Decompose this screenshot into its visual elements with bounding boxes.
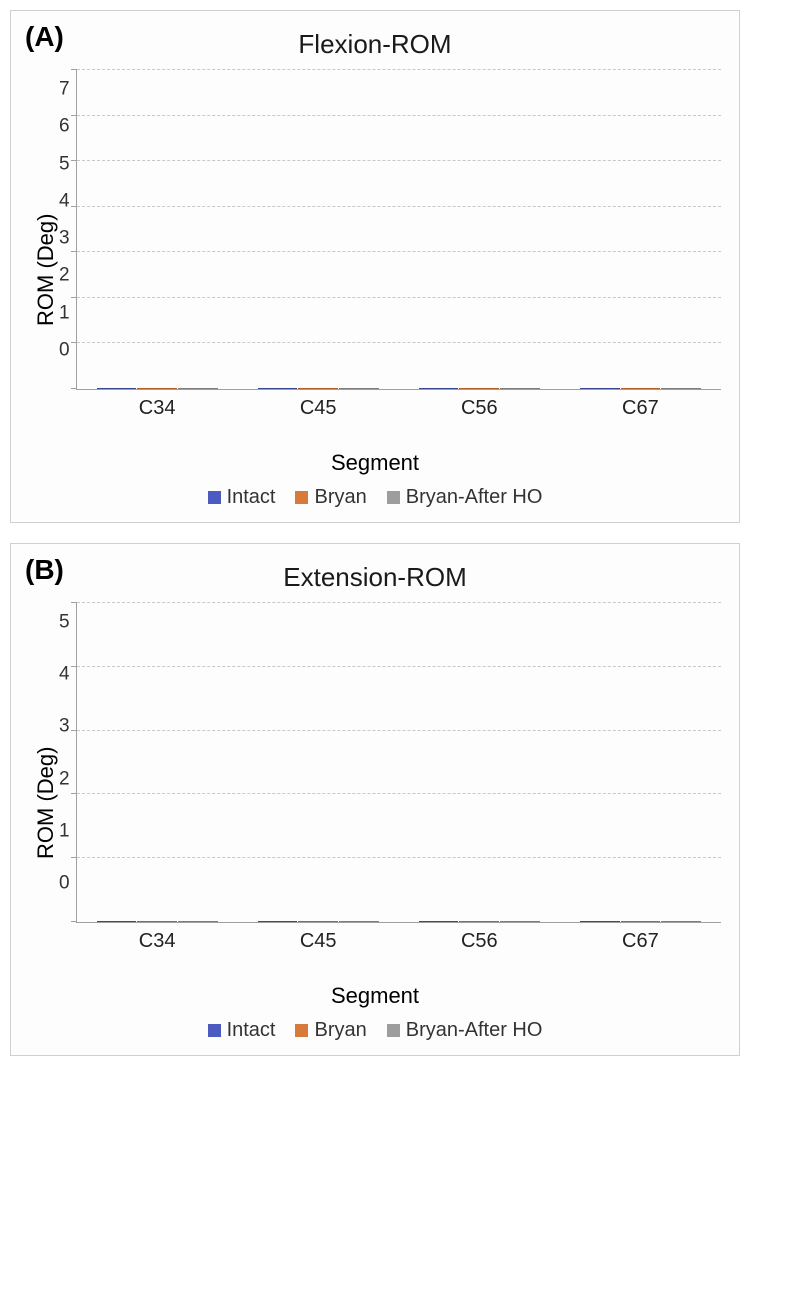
y-tick: 2 [59, 266, 70, 285]
x-axis-label: Segment [29, 450, 721, 476]
panel-label: (A) [25, 21, 64, 53]
category-label: C56 [408, 389, 550, 420]
category-label: C67 [570, 922, 712, 953]
bar-group: C34 [86, 388, 228, 389]
legend-label: Intact [227, 486, 276, 509]
legend-label: Intact [227, 1019, 276, 1042]
legend-swatch [208, 491, 221, 504]
bar-group: C45 [247, 921, 389, 922]
legend-swatch [295, 1024, 308, 1037]
bar-group: C67 [570, 388, 712, 389]
chart-panel-1: (B)Extension-ROM ROM (Deg)5 4 3 2 1 0 C34 C45 C56… [10, 543, 740, 1056]
legend-label: Bryan [314, 1019, 366, 1042]
legend-swatch [387, 1024, 400, 1037]
legend-item: Bryan-After HO [387, 486, 543, 509]
y-tick: 5 [59, 154, 70, 173]
legend-item: Bryan [295, 1019, 366, 1042]
legend: Intact Bryan Bryan-After HO [29, 486, 721, 510]
legend: Intact Bryan Bryan-After HO [29, 1019, 721, 1043]
y-tick: 1 [59, 821, 70, 840]
y-tick: 4 [59, 665, 70, 684]
y-tick: 1 [59, 303, 70, 322]
legend-label: Bryan-After HO [406, 486, 543, 509]
chart-title: Flexion-ROM [29, 29, 721, 60]
legend-item: Bryan-After HO [387, 1019, 543, 1042]
y-tick: 3 [59, 229, 70, 248]
x-axis-label: Segment [29, 983, 721, 1009]
plot-area: C34 C45 C56 C67 [76, 70, 721, 390]
y-tick: 2 [59, 769, 70, 788]
legend-swatch [295, 491, 308, 504]
y-tick: 0 [59, 873, 70, 892]
chart-area: ROM (Deg)5 4 3 2 1 0 C34 C45 C56 C67 [29, 603, 721, 963]
legend-item: Intact [208, 1019, 276, 1042]
y-axis-label: ROM (Deg) [29, 603, 59, 963]
legend-item: Intact [208, 486, 276, 509]
y-tick: 4 [59, 191, 70, 210]
bar-group: C45 [247, 388, 389, 389]
legend-item: Bryan [295, 486, 366, 509]
chart-area: ROM (Deg)7 6 5 4 3 2 1 0 C34 C45 C56 C67 [29, 70, 721, 430]
y-axis-label: ROM (Deg) [29, 70, 59, 430]
bar-group: C34 [86, 921, 228, 922]
bar-group: C56 [408, 921, 550, 922]
bar-groups: C34 C45 C56 C67 [77, 603, 721, 922]
category-label: C34 [86, 922, 228, 953]
legend-label: Bryan [314, 486, 366, 509]
y-tick: 3 [59, 717, 70, 736]
category-label: C45 [247, 922, 389, 953]
category-label: C34 [86, 389, 228, 420]
y-tick: 5 [59, 613, 70, 632]
legend-swatch [387, 491, 400, 504]
category-label: C56 [408, 922, 550, 953]
y-tick: 0 [59, 340, 70, 359]
chart-title: Extension-ROM [29, 562, 721, 593]
category-label: C45 [247, 389, 389, 420]
bar-group: C67 [570, 921, 712, 922]
plot-area: C34 C45 C56 C67 [76, 603, 721, 923]
legend-label: Bryan-After HO [406, 1019, 543, 1042]
category-label: C67 [570, 389, 712, 420]
panel-label: (B) [25, 554, 64, 586]
bar-groups: C34 C45 C56 C67 [77, 70, 721, 389]
legend-swatch [208, 1024, 221, 1037]
bar-group: C56 [408, 388, 550, 389]
y-tick: 7 [59, 80, 70, 99]
chart-panel-0: (A)Flexion-ROM ROM (Deg)7 6 5 4 3 2 1 0 C34 C45 C56… [10, 10, 740, 523]
y-tick: 6 [59, 117, 70, 136]
y-ticks: 5 4 3 2 1 0 [59, 603, 76, 923]
